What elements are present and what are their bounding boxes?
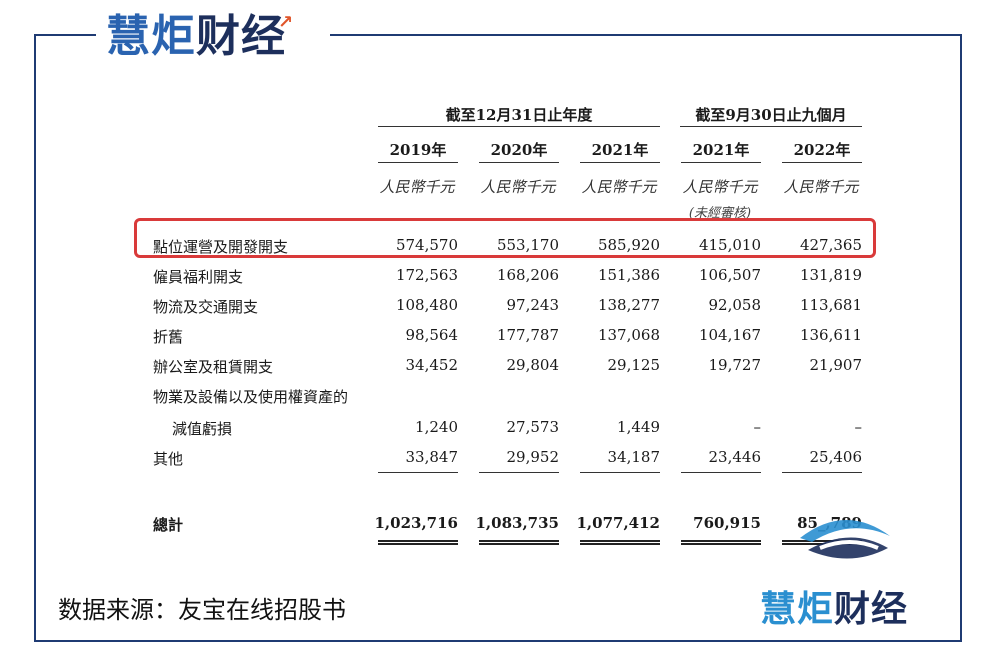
source-note: 数据来源：友宝在线招股书 xyxy=(58,596,346,624)
unit-label: 人民幣千元 xyxy=(379,178,455,196)
cell-value: 1,449 xyxy=(617,418,660,436)
year-header: 2020年 xyxy=(490,141,548,159)
cell-value: 415,010 xyxy=(698,236,761,254)
group-header-nine-month: 截至9月30日止九個月 xyxy=(695,106,847,124)
cell-value: 427,365 xyxy=(799,236,862,254)
cell-value: 172,563 xyxy=(395,266,458,284)
cell-value: 168,206 xyxy=(496,266,559,284)
brand-name-part2: 财经 xyxy=(834,589,909,630)
cell-value: 97,243 xyxy=(506,296,560,314)
year-rule xyxy=(479,162,559,163)
row-label: 點位運營及開發開支 xyxy=(153,238,289,256)
cell-value: 25,406 xyxy=(809,448,863,466)
cell-value: 585,920 xyxy=(597,236,660,254)
subtotal-rule xyxy=(681,472,761,473)
double-underline xyxy=(681,540,761,545)
brand-name-part1: 慧炬 xyxy=(760,589,835,630)
cell-value: 177,787 xyxy=(496,326,559,344)
cell-value: 27,573 xyxy=(506,418,560,436)
cell-value: 21,907 xyxy=(809,356,863,374)
cell-value: 137,068 xyxy=(597,326,660,344)
year-rule xyxy=(378,162,458,163)
cell-value: 92,058 xyxy=(708,296,762,314)
cell-value: 29,804 xyxy=(506,356,560,374)
cell-value: 29,952 xyxy=(506,448,560,466)
year-header: 2021年 xyxy=(692,141,750,159)
cell-value: 138,277 xyxy=(597,296,660,314)
row-label: 其他 xyxy=(153,450,184,468)
unit-label: 人民幣千元 xyxy=(581,178,657,196)
cell-value: 553,170 xyxy=(496,236,559,254)
cell-value: 131,819 xyxy=(799,266,862,284)
year-rule xyxy=(681,162,761,163)
group-header-annual: 截至12月31日止年度 xyxy=(445,106,593,124)
total-value: 760,915 xyxy=(693,514,761,532)
cell-value: 108,480 xyxy=(395,296,458,314)
brand-logo-top: 慧炬 财经 ↗ xyxy=(96,8,305,62)
brand-name-part2: 财经 xyxy=(196,11,286,62)
group-header-annual-rule xyxy=(378,126,660,127)
cell-value: – xyxy=(854,418,863,436)
row-label: 僱員福利開支 xyxy=(153,268,244,286)
subtotal-rule xyxy=(580,472,660,473)
cell-value: 34,187 xyxy=(607,448,661,466)
frame-bottom xyxy=(34,640,962,642)
double-underline xyxy=(479,540,559,545)
subtotal-rule xyxy=(479,472,559,473)
frame-top-right xyxy=(330,34,962,36)
cell-value: 23,446 xyxy=(708,448,762,466)
cell-value: 34,452 xyxy=(405,356,459,374)
subtotal-rule xyxy=(782,472,862,473)
cell-value: 33,847 xyxy=(405,448,459,466)
brand-name-part1: 慧炬 xyxy=(106,11,196,62)
unaudited-note: (未經審核) xyxy=(688,206,752,221)
cell-value: 106,507 xyxy=(698,266,761,284)
cell-value: 151,386 xyxy=(597,266,660,284)
brand-mark-icon xyxy=(800,519,890,559)
row-label: 物流及交通開支 xyxy=(153,298,259,316)
unit-label: 人民幣千元 xyxy=(783,178,859,196)
highlight-box xyxy=(134,218,876,258)
year-rule xyxy=(782,162,862,163)
unit-label: 人民幣千元 xyxy=(682,178,758,196)
cell-value: 1,240 xyxy=(415,418,458,436)
frame-right xyxy=(960,34,962,642)
total-value: 1,077,412 xyxy=(576,514,660,532)
row-label: 辦公室及租賃開支 xyxy=(153,358,274,376)
row-label: 物業及設備以及使用權資產的 xyxy=(153,388,349,406)
double-underline xyxy=(378,540,458,545)
frame-left xyxy=(34,34,36,642)
total-value: 1,023,716 xyxy=(374,514,458,532)
year-header: 2021年 xyxy=(591,141,649,159)
group-header-nine-month-rule xyxy=(680,126,862,127)
brand-logo-bottom: 慧炬财经 xyxy=(760,580,908,632)
cell-value: 98,564 xyxy=(405,326,459,344)
cell-value: 29,125 xyxy=(607,356,661,374)
year-header: 2019年 xyxy=(389,141,447,159)
total-label: 總計 xyxy=(153,516,184,534)
row-label: 減值虧損 xyxy=(172,420,233,438)
year-rule xyxy=(580,162,660,163)
year-header: 2022年 xyxy=(793,141,851,159)
double-underline xyxy=(580,540,660,545)
total-value: 1,083,735 xyxy=(475,514,559,532)
cell-value: 113,681 xyxy=(799,296,862,314)
cell-value: 136,611 xyxy=(799,326,862,344)
unit-label: 人民幣千元 xyxy=(480,178,556,196)
cell-value: 19,727 xyxy=(708,356,762,374)
cell-value: 104,167 xyxy=(698,326,761,344)
spark-icon: ↗ xyxy=(278,11,295,33)
frame-top-left xyxy=(34,34,100,36)
cell-value: 574,570 xyxy=(395,236,458,254)
row-label: 折舊 xyxy=(153,328,184,346)
cell-value: – xyxy=(753,418,762,436)
subtotal-rule xyxy=(378,472,458,473)
